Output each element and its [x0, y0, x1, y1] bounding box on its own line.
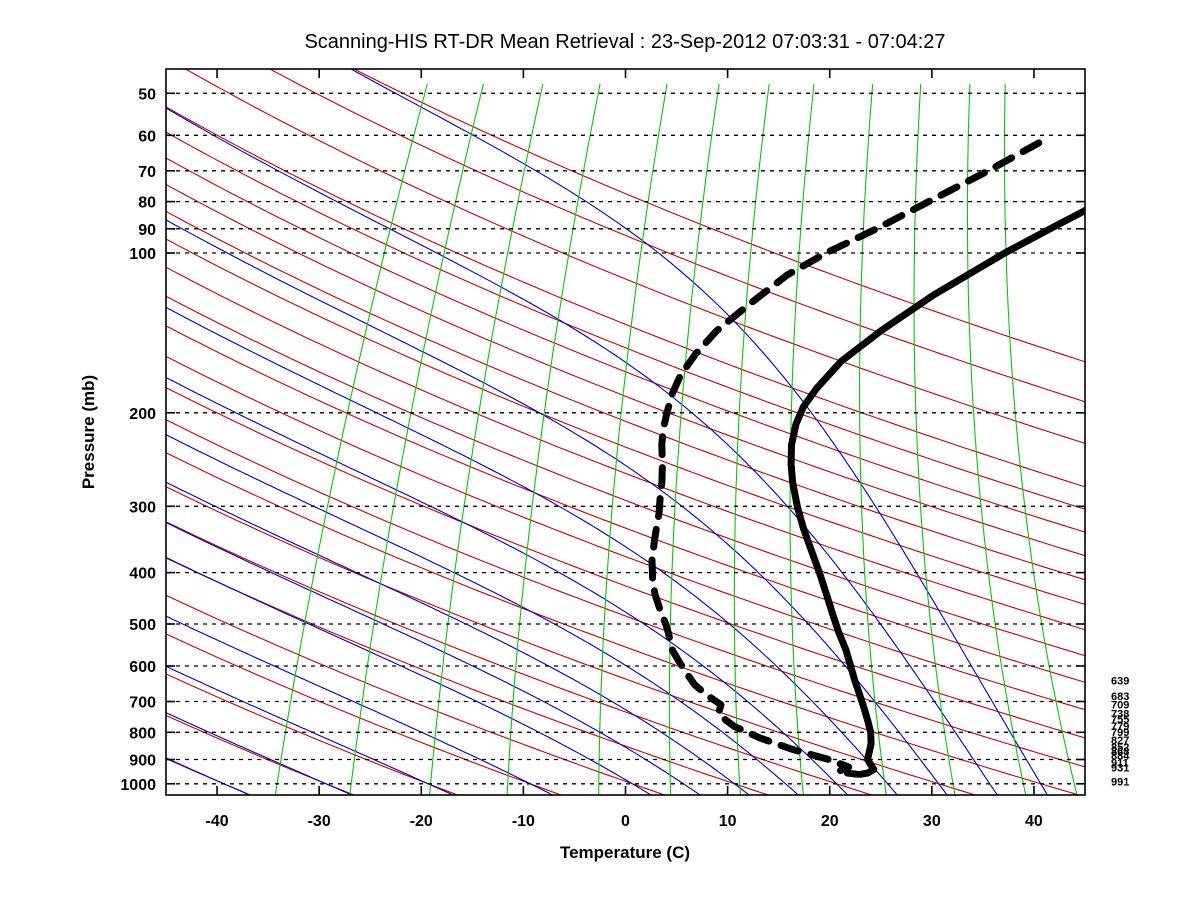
x-tick-label: -10 [512, 813, 535, 830]
right-pressure-label: 991 [1111, 777, 1129, 789]
right-pressure-label: 799 [1111, 727, 1129, 739]
x-tick-label: -40 [205, 813, 228, 830]
mixing-ratio-line [789, 83, 815, 795]
right-pressure-label: 827 [1111, 735, 1129, 747]
y-axis-label: Pressure (mb) [79, 375, 98, 489]
y-tick-label: 700 [129, 695, 156, 712]
mixing-ratio-line [349, 83, 484, 795]
mixing-ratio-line [598, 83, 668, 795]
mixing-ratio-line [274, 83, 428, 795]
dry-adiabat-line [269, 69, 1085, 403]
dry-adiabat-line [166, 183, 1085, 557]
y-tick-label: 900 [129, 753, 156, 770]
y-tick-label: 50 [138, 86, 156, 103]
x-axis-label: Temperature (C) [560, 843, 690, 862]
dry-adiabat-line [166, 325, 1085, 683]
moist-adiabat-line [166, 712, 354, 795]
right-pressure-label: 911 [1111, 757, 1129, 769]
moist-adiabat-line [166, 521, 701, 795]
right-pressure-label: 738 [1111, 709, 1129, 721]
dry-adiabat-line [166, 355, 1085, 711]
temperature-curve [787, 206, 1085, 778]
dewpoint-curve [648, 139, 1043, 778]
moist-adiabat-line [349, 69, 1049, 795]
x-tick-label: 40 [1025, 813, 1043, 830]
dry-adiabat-line [166, 386, 1085, 739]
mixing-ratio-line [913, 83, 956, 795]
moist-adiabat-line [166, 434, 800, 795]
y-tick-label: 500 [129, 617, 156, 634]
right-pressure-label: 884 [1111, 750, 1130, 762]
dry-adiabat-line [166, 486, 976, 795]
x-tick-label: 20 [821, 813, 839, 830]
dry-adiabat-line [166, 210, 1085, 581]
mixing-ratio-line [966, 83, 1027, 795]
right-pressure-label: 779 [1111, 721, 1129, 733]
x-tick-label: -20 [410, 813, 433, 830]
dry-adiabat-line [166, 157, 1085, 533]
dry-adiabat-line [166, 131, 1085, 510]
moist-adiabat-line [166, 556, 653, 795]
dry-adiabat-line [166, 419, 1085, 768]
moist-adiabat-line [166, 481, 751, 795]
mixing-ratio-line [1003, 83, 1078, 795]
moist-adiabat-line [166, 306, 899, 795]
y-tick-label: 60 [138, 128, 156, 145]
dry-adiabat-line [166, 295, 1085, 657]
dry-adiabat-line [166, 594, 665, 795]
y-tick-label: 90 [138, 222, 156, 239]
y-tick-label: 600 [129, 659, 156, 676]
right-pressure-label: 639 [1111, 676, 1129, 688]
x-tick-label: 0 [621, 813, 630, 830]
right-pressure-label: 868 [1111, 746, 1129, 758]
y-tick-label: 300 [129, 499, 156, 516]
x-axis-ticks: -40 -30 -20 -10 0 10 20 30 40 [205, 69, 1043, 830]
y-tick-label: 80 [138, 195, 156, 212]
y-tick-label: 800 [129, 725, 156, 742]
sounding-curves [648, 139, 1085, 778]
dry-adiabat-line [166, 106, 1085, 488]
right-pressure-label: 931 [1111, 762, 1129, 774]
right-pressure-label: 852 [1111, 742, 1129, 754]
moist-adiabat-line [166, 219, 948, 795]
dry-adiabat-line [185, 69, 1085, 444]
right-pressure-label: 709 [1111, 700, 1129, 712]
dry-adiabat-line [166, 521, 872, 795]
y-tick-label: 400 [129, 566, 156, 583]
dry-adiabat-line [166, 266, 1085, 631]
y-tick-label: 200 [129, 406, 156, 423]
moist-adiabat-line [166, 107, 998, 795]
mixing-ratio-line [668, 83, 720, 795]
right-pressure-label: 755 [1111, 714, 1129, 726]
x-tick-label: -30 [308, 813, 331, 830]
x-tick-label: 30 [923, 813, 941, 830]
y-tick-label: 70 [138, 164, 156, 181]
y-tick-label: 100 [129, 246, 156, 263]
right-pressure-label: 683 [1111, 691, 1129, 703]
page-title: Scanning-HIS RT-DR Mean Retrieval : 23-S… [304, 31, 945, 53]
dry-adiabat-line [166, 452, 1079, 795]
y-tick-label: 1000 [120, 777, 156, 794]
y-axis-ticks: 50 60 70 80 90 100 200 300 400 500 600 700 800 900 100… [120, 86, 1085, 794]
mixing-ratio-line [429, 83, 544, 795]
moist-adiabat-line [166, 665, 455, 795]
dry-adiabat-line [353, 69, 1085, 363]
moist-adiabat-line [166, 615, 554, 795]
dry-adiabat-line [166, 633, 562, 795]
x-tick-label: 10 [719, 813, 737, 830]
mixing-ratio-line [506, 83, 601, 795]
dry-adiabat-line [166, 557, 769, 795]
dry-adiabat-line [166, 238, 1085, 605]
mixing-ratio-line [733, 83, 770, 795]
mixing-ratio-line [859, 83, 887, 795]
